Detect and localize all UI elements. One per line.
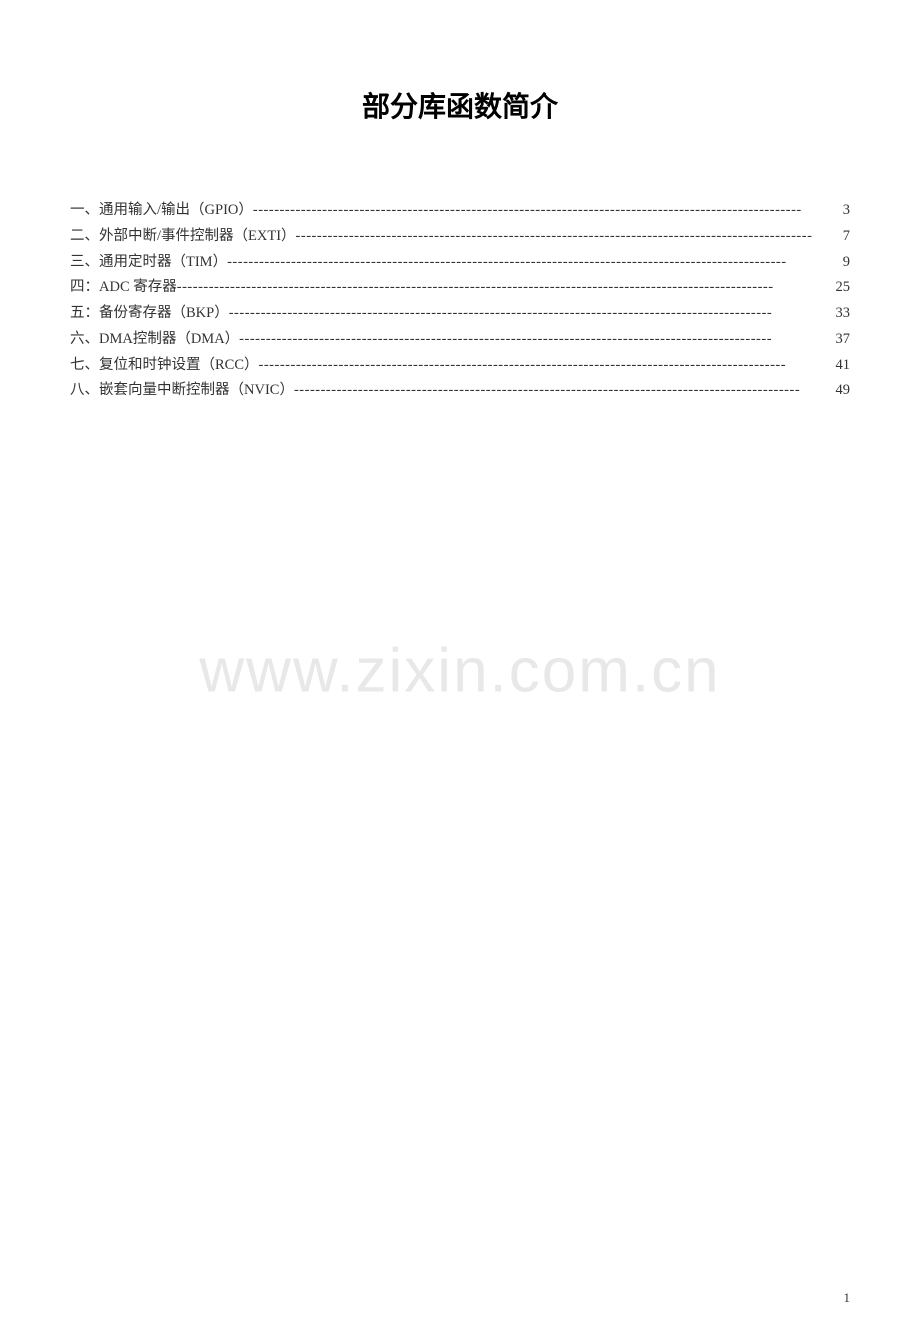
toc-label: 五：备份寄存器（BKP） xyxy=(70,303,229,325)
toc-label: 八、嵌套向量中断控制器（NVIC） xyxy=(70,380,294,402)
toc-page-number: 41 xyxy=(834,355,851,377)
toc-page-number: 9 xyxy=(841,252,850,274)
toc-entry: 七、复位和时钟设置（RCC） -------------------------… xyxy=(70,355,850,377)
toc-entry: 六、DMA控制器（DMA） --------------------------… xyxy=(70,329,850,351)
toc-page-number: 3 xyxy=(841,200,850,222)
table-of-contents: 一、通用输入/输出（GPIO） ------------------------… xyxy=(70,200,850,402)
toc-label: 七、复位和时钟设置（RCC） xyxy=(70,355,259,377)
toc-leader: ----------------------------------------… xyxy=(177,277,834,299)
toc-page-number: 7 xyxy=(841,226,850,248)
toc-entry: 四：ADC 寄存器 ------------------------------… xyxy=(70,277,850,299)
toc-label: 二、外部中断/事件控制器（EXTI） xyxy=(70,226,296,248)
toc-label: 三、通用定时器（TIM） xyxy=(70,252,227,274)
toc-leader: ----------------------------------------… xyxy=(239,329,833,351)
toc-entry: 三、通用定时器（TIM） ---------------------------… xyxy=(70,252,850,274)
toc-entry: 一、通用输入/输出（GPIO） ------------------------… xyxy=(70,200,850,222)
toc-entry: 五：备份寄存器（BKP） ---------------------------… xyxy=(70,303,850,325)
toc-leader: ----------------------------------------… xyxy=(296,226,841,248)
toc-leader: ----------------------------------------… xyxy=(253,200,841,222)
toc-leader: ----------------------------------------… xyxy=(227,252,841,274)
toc-entry: 八、嵌套向量中断控制器（NVIC） ----------------------… xyxy=(70,380,850,402)
toc-label: 一、通用输入/输出（GPIO） xyxy=(70,200,253,222)
toc-page-number: 25 xyxy=(834,277,851,299)
document-page: 部分库函数简介 一、通用输入/输出（GPIO） ----------------… xyxy=(0,0,920,1341)
page-number: 1 xyxy=(844,1290,851,1306)
toc-page-number: 33 xyxy=(834,303,851,325)
document-title: 部分库函数简介 xyxy=(70,85,850,125)
toc-leader: ----------------------------------------… xyxy=(294,380,834,402)
toc-leader: ----------------------------------------… xyxy=(259,355,834,377)
toc-entry: 二、外部中断/事件控制器（EXTI） ---------------------… xyxy=(70,226,850,248)
toc-page-number: 37 xyxy=(834,329,851,351)
toc-page-number: 49 xyxy=(834,380,851,402)
watermark-text: www.zixin.com.cn xyxy=(199,635,720,706)
toc-label: 六、DMA控制器（DMA） xyxy=(70,329,239,351)
toc-label: 四：ADC 寄存器 xyxy=(70,277,177,299)
toc-leader: ----------------------------------------… xyxy=(229,303,834,325)
